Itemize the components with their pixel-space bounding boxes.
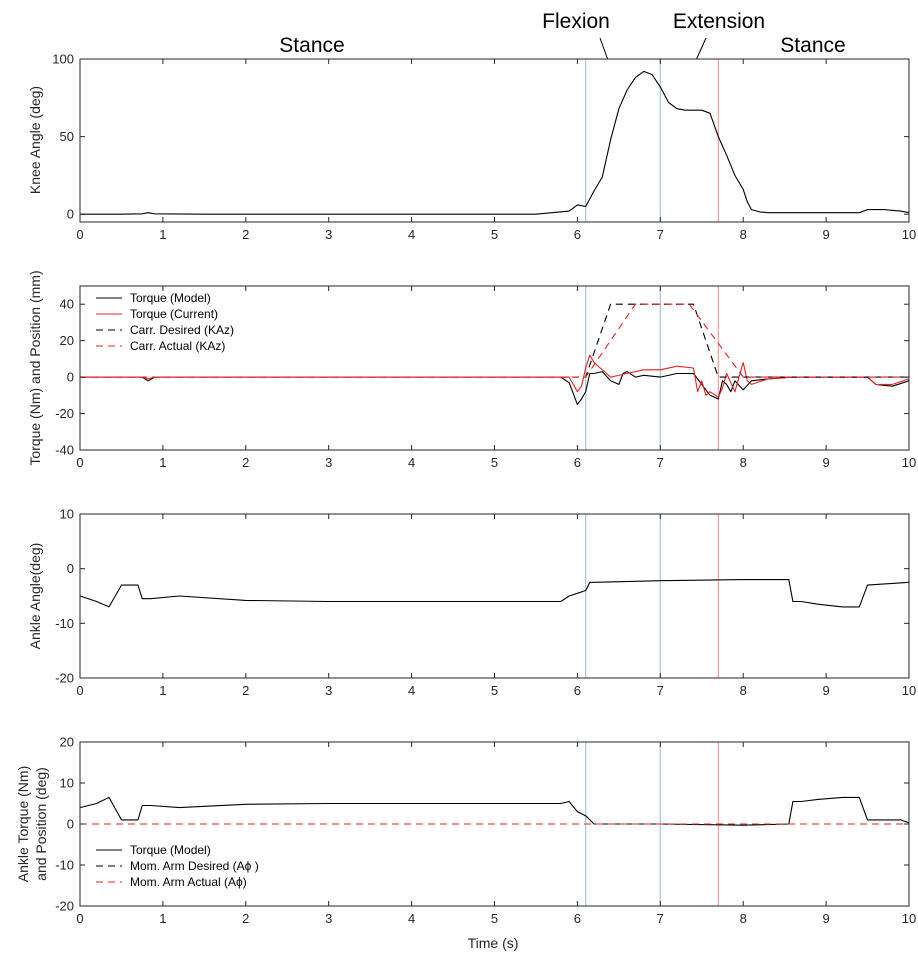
x-tick-label: 7: [657, 683, 664, 698]
legend: Torque (Model) Torque (Current) Carr. Desi…: [96, 291, 234, 353]
y-axis-label-line-2: and Position (deg): [33, 767, 49, 881]
x-tick-label: 3: [325, 683, 332, 698]
y-tick-label: -10: [55, 616, 74, 631]
series-line-4: [80, 303, 909, 378]
y-axis-label-line-1: Ankle Torque (Nm): [15, 766, 31, 882]
y-tick-label: 20: [60, 333, 74, 348]
panel-4: 0 1 2 3 4 5 6 7 8 9 10 -20 -10 0 10 20 Ankle Torque (Nm)…: [15, 735, 916, 927]
y-tick-label: 40: [60, 297, 74, 312]
y-tick-label: -20: [55, 671, 74, 686]
y-tick-label: 10: [60, 507, 74, 522]
panel-3: 0 1 2 3 4 5 6 7 8 9 10 -20 -10 0 10 Ankle Angle(deg): [27, 507, 916, 699]
x-tick-label: 1: [159, 683, 166, 698]
x-tick-label: 9: [822, 683, 829, 698]
x-tick-label: 4: [408, 455, 415, 470]
y-tick-label: 50: [60, 129, 74, 144]
x-tick-label: 8: [740, 683, 747, 698]
series-line-1: [80, 371, 910, 405]
x-tick-label: 2: [242, 455, 249, 470]
legend-label: Torque (Model): [130, 291, 211, 305]
x-tick-label: 1: [159, 455, 166, 470]
x-tick-label: 0: [76, 455, 83, 470]
x-tick-label: 6: [574, 455, 581, 470]
y-tick-label: -20: [55, 406, 74, 421]
y-tick-label: 0: [67, 561, 74, 576]
x-tick-label: 7: [657, 227, 664, 242]
x-tick-label: 5: [491, 455, 498, 470]
x-tick-label: 0: [76, 227, 83, 242]
y-tick-label: 0: [67, 817, 74, 832]
y-axis-label: Knee Angle (deg): [27, 86, 43, 194]
y-tick-label: 10: [60, 776, 74, 791]
x-tick-label: 5: [491, 683, 498, 698]
x-tick-label: 6: [574, 683, 581, 698]
x-axis-label: Time (s): [468, 935, 519, 951]
x-tick-label: 10: [902, 227, 916, 242]
legend-label: Carr. Desired (KAz): [130, 323, 234, 337]
x-tick-label: 8: [740, 911, 747, 926]
y-tick-label: 100: [52, 52, 74, 67]
y-tick-label: 20: [60, 735, 74, 750]
x-tick-label: 3: [325, 227, 332, 242]
plot-area: [80, 286, 909, 450]
x-tick-label: 6: [574, 911, 581, 926]
x-tick-label: 10: [902, 911, 916, 926]
y-tick-label: 0: [67, 370, 74, 385]
x-tick-label: 4: [408, 227, 415, 242]
x-tick-label: 4: [408, 911, 415, 926]
x-tick-label: 0: [76, 683, 83, 698]
legend-label: Torque (Model): [130, 843, 211, 857]
x-tick-label: 7: [657, 455, 664, 470]
legend-label: Torque (Current): [130, 307, 218, 321]
x-tick-label: 8: [740, 227, 747, 242]
x-tick-label: 2: [242, 227, 249, 242]
x-tick-label: 3: [325, 455, 332, 470]
plot-area: [80, 514, 909, 678]
y-tick-label: -40: [55, 443, 74, 458]
x-tick-label: 1: [159, 227, 166, 242]
x-tick-label: 6: [574, 227, 581, 242]
x-tick-label: 8: [740, 455, 747, 470]
legend-label: Mom. Arm Desired (Aϕ ): [130, 859, 259, 873]
y-axis-label: Torque (Nm) and Position (mm): [27, 270, 43, 465]
y-axis-label: Ankle Angle(deg): [27, 543, 43, 650]
phase-label-extension: Extension: [673, 10, 765, 33]
x-tick-label: 5: [491, 911, 498, 926]
x-tick-label: 2: [242, 683, 249, 698]
y-tick-label: -20: [55, 899, 74, 914]
x-tick-label: 5: [491, 227, 498, 242]
phase-label-stance-1: Stance: [279, 34, 344, 57]
legend: Torque (Model) Mom. Arm Desired (Aϕ ) Mom.…: [96, 843, 259, 889]
x-tick-label: 1: [159, 911, 166, 926]
series-line-1: [79, 579, 910, 608]
x-tick-label: 10: [902, 455, 916, 470]
x-tick-label: 9: [822, 911, 829, 926]
x-tick-label: 0: [76, 911, 83, 926]
panel-2: 0 1 2 3 4 5 6 7 8 9 10 -40 -20 0 20 40 Torque (Nm) and P…: [27, 270, 916, 470]
series-line-1: [79, 796, 910, 826]
x-tick-label: 2: [242, 911, 249, 926]
x-tick-label: 9: [822, 455, 829, 470]
phase-label-flexion: Flexion: [542, 10, 610, 33]
x-tick-label: 3: [325, 911, 332, 926]
series-line-1: [80, 70, 910, 215]
x-tick-label: 10: [902, 683, 916, 698]
plot-area: [80, 59, 909, 222]
y-tick-label: 0: [67, 207, 74, 222]
legend-label: Mom. Arm Actual (Aϕ): [130, 875, 247, 889]
x-tick-label: 4: [408, 683, 415, 698]
phase-label-stance-2: Stance: [780, 34, 845, 57]
y-tick-label: -10: [55, 858, 74, 873]
legend-label: Carr. Actual (KAz): [130, 339, 225, 353]
x-tick-label: 7: [657, 911, 664, 926]
x-tick-label: 9: [822, 227, 829, 242]
